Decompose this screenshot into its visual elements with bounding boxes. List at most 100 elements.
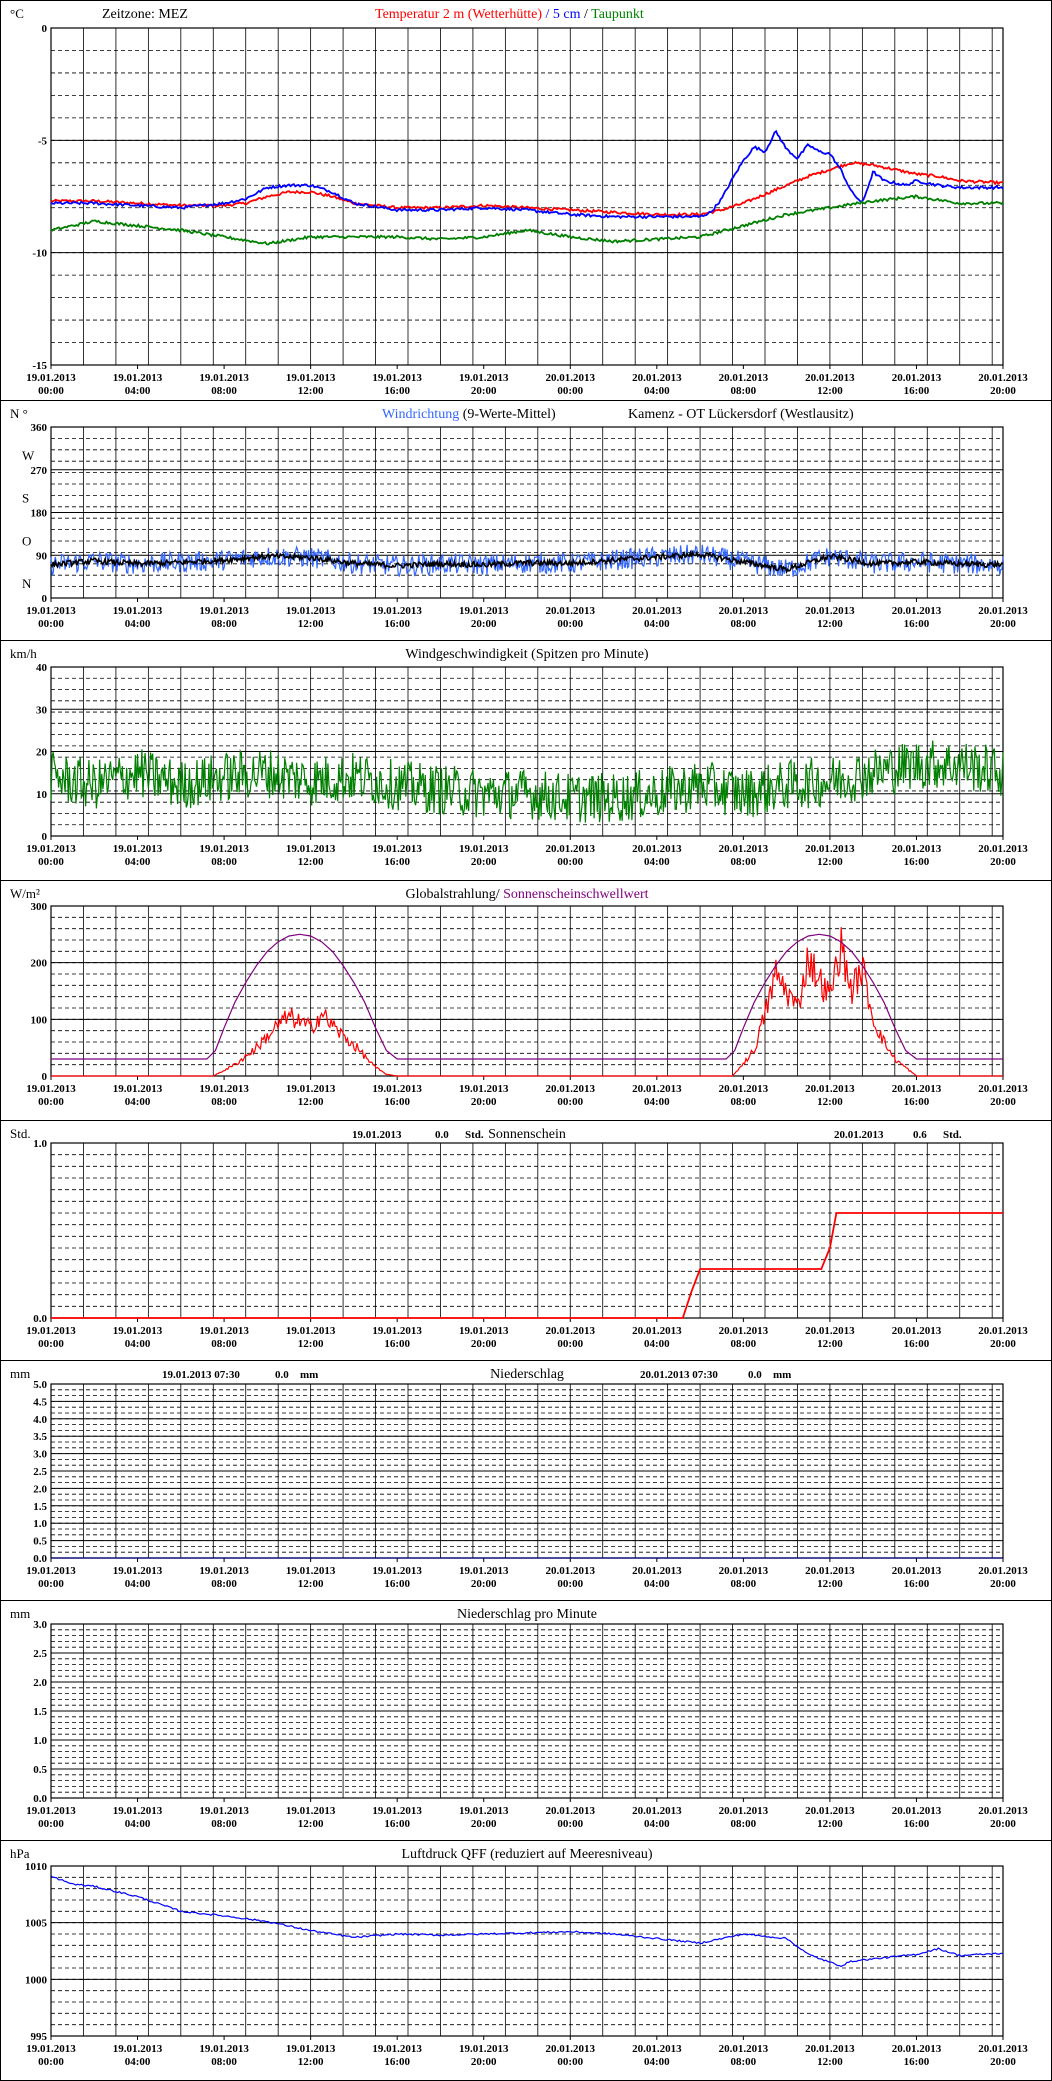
x-tick-time: 20:00: [471, 1338, 497, 1350]
x-tick-time: 12:00: [817, 1096, 843, 1108]
x-tick-time: 08:00: [211, 1818, 237, 1830]
x-tick-time: 16:00: [904, 856, 930, 868]
x-tick-time: 04:00: [644, 385, 670, 397]
y-tick-label: 0.0: [33, 1553, 47, 1565]
x-tick-date: 19.01.2013: [459, 1805, 509, 1817]
x-tick-date: 19.01.2013: [286, 1083, 336, 1095]
x-tick-time: 04:00: [125, 1338, 151, 1350]
x-tick-time: 00:00: [38, 618, 64, 630]
x-tick-time: 20:00: [990, 1818, 1016, 1830]
x-tick-date: 19.01.2013: [459, 372, 509, 384]
x-tick-time: 12:00: [298, 856, 324, 868]
x-tick-date: 20.01.2013: [632, 1083, 682, 1095]
y-tick-label: 2.5: [33, 1648, 47, 1660]
x-tick-time: 16:00: [384, 1818, 410, 1830]
x-tick-date: 19.01.2013: [26, 2043, 76, 2055]
x-tick-date: 20.01.2013: [546, 1083, 596, 1095]
x-tick-date: 19.01.2013: [286, 1325, 336, 1337]
x-tick-time: 08:00: [731, 1578, 757, 1590]
x-tick-date: 19.01.2013: [372, 1325, 422, 1337]
x-tick-time: 16:00: [904, 1338, 930, 1350]
x-tick-date: 19.01.2013: [459, 1565, 509, 1577]
x-tick-time: 16:00: [904, 385, 930, 397]
unit-label: mm: [10, 1606, 30, 1621]
x-tick-time: 08:00: [211, 1578, 237, 1590]
title-part: 5 cm: [549, 7, 580, 22]
x-tick-time: 20:00: [990, 1578, 1016, 1590]
direction-label: N: [22, 576, 32, 591]
title-part: Windgeschwindigkeit (Spitzen pro Minute): [405, 647, 649, 662]
x-tick-date: 20.01.2013: [892, 843, 942, 855]
annotation-unit: Std.: [465, 1129, 484, 1141]
y-tick-label: 0: [42, 593, 48, 605]
x-tick-time: 20:00: [990, 1096, 1016, 1108]
x-tick-time: 04:00: [644, 1096, 670, 1108]
x-tick-date: 20.01.2013: [978, 1083, 1028, 1095]
x-tick-date: 20.01.2013: [719, 2043, 769, 2055]
x-tick-date: 19.01.2013: [459, 1325, 509, 1337]
x-tick-time: 16:00: [384, 1096, 410, 1108]
y-tick-label: 1010: [25, 1861, 48, 1873]
x-tick-time: 16:00: [384, 385, 410, 397]
x-tick-time: 16:00: [904, 2056, 930, 2068]
x-tick-time: 12:00: [298, 385, 324, 397]
x-tick-time: 04:00: [644, 2056, 670, 2068]
x-tick-time: 00:00: [38, 1818, 64, 1830]
x-tick-date: 20.01.2013: [546, 2043, 596, 2055]
x-tick-date: 20.01.2013: [805, 2043, 855, 2055]
x-tick-time: 12:00: [298, 1096, 324, 1108]
chart-title: Temperatur 2 m (Wetterhütte) / 5 cm / Ta…: [375, 7, 644, 22]
x-tick-date: 19.01.2013: [372, 2043, 422, 2055]
plot-frame: [51, 1866, 1003, 2036]
x-tick-time: 12:00: [817, 1818, 843, 1830]
x-tick-time: 04:00: [644, 1578, 670, 1590]
direction-label: O: [22, 533, 31, 548]
x-tick-date: 20.01.2013: [978, 605, 1028, 617]
x-tick-date: 20.01.2013: [719, 372, 769, 384]
x-tick-time: 00:00: [557, 2056, 583, 2068]
y-tick-label: 2.5: [33, 1466, 47, 1478]
x-tick-date: 20.01.2013: [805, 1805, 855, 1817]
x-tick-time: 20:00: [990, 1338, 1016, 1350]
x-tick-date: 20.01.2013: [546, 843, 596, 855]
x-tick-date: 20.01.2013: [978, 843, 1028, 855]
annotation-value: 0.0: [748, 1369, 762, 1381]
title-part: Luftdruck QFF (reduziert auf Meeresnivea…: [401, 1847, 652, 1862]
y-tick-label: 3.5: [33, 1431, 47, 1443]
y-tick-label: 1.0: [33, 1518, 47, 1530]
y-tick-label: 0: [42, 831, 48, 843]
x-tick-date: 19.01.2013: [372, 843, 422, 855]
x-tick-date: 19.01.2013: [113, 1083, 163, 1095]
y-tick-label: 270: [31, 465, 48, 477]
x-tick-date: 20.01.2013: [719, 605, 769, 617]
unit-label: Std.: [10, 1126, 31, 1141]
x-tick-date: 19.01.2013: [372, 372, 422, 384]
y-tick-label: 300: [31, 901, 48, 913]
x-tick-date: 20.01.2013: [978, 1805, 1028, 1817]
x-tick-date: 20.01.2013: [546, 605, 596, 617]
series-line: [51, 1213, 1003, 1318]
x-tick-time: 04:00: [125, 385, 151, 397]
title-part: Niederschlag: [490, 1367, 564, 1382]
x-tick-date: 20.01.2013: [892, 1565, 942, 1577]
x-tick-date: 19.01.2013: [286, 372, 336, 384]
chart-sunshine: 1.00.0Std. Sonnenschein19.01.2013 0.0 Std. 2…: [10, 1126, 1028, 1350]
y-tick-label: 1.5: [33, 1706, 47, 1718]
plot-frame: [51, 1143, 1003, 1318]
plot-frame: [51, 906, 1003, 1076]
x-tick-time: 04:00: [644, 1818, 670, 1830]
x-tick-date: 20.01.2013: [978, 372, 1028, 384]
x-tick-date: 19.01.2013: [459, 1083, 509, 1095]
x-tick-time: 00:00: [557, 1096, 583, 1108]
x-tick-time: 00:00: [38, 385, 64, 397]
x-tick-date: 19.01.2013: [26, 605, 76, 617]
series-line: [51, 131, 1003, 218]
y-tick-label: 5.0: [33, 1379, 47, 1391]
x-tick-time: 20:00: [471, 856, 497, 868]
x-tick-date: 20.01.2013: [632, 1805, 682, 1817]
y-tick-label: 0.0: [33, 1793, 47, 1805]
x-tick-time: 04:00: [125, 1096, 151, 1108]
x-tick-time: 00:00: [38, 856, 64, 868]
series-line: [51, 1876, 1003, 1967]
y-tick-label: 995: [31, 2031, 48, 2043]
